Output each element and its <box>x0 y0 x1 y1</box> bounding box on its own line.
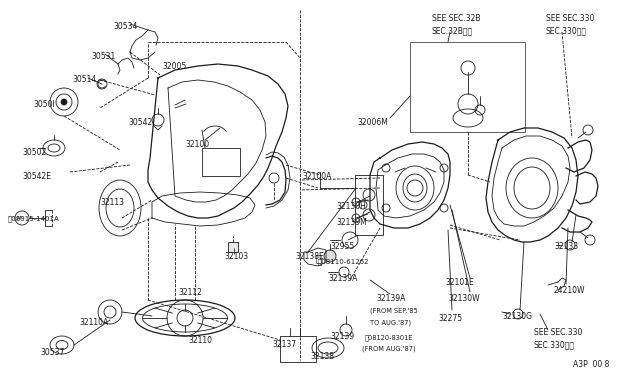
Text: (FROM AUG.'87): (FROM AUG.'87) <box>362 346 415 353</box>
Text: 3050l: 3050l <box>33 100 55 109</box>
Text: 32110A: 32110A <box>79 318 108 327</box>
Text: 32100: 32100 <box>185 140 209 149</box>
Text: ⒲: ⒲ <box>315 253 321 263</box>
Text: 32130W: 32130W <box>448 294 479 303</box>
Text: ⒲08120-8301E: ⒲08120-8301E <box>365 334 413 341</box>
Text: 30542: 30542 <box>128 118 152 127</box>
Text: A3P  00 8: A3P 00 8 <box>573 360 609 369</box>
Text: 24210W: 24210W <box>554 286 586 295</box>
Bar <box>202 148 240 176</box>
Text: SEE SEC.32B: SEE SEC.32B <box>432 14 481 23</box>
Text: 32101E: 32101E <box>445 278 474 287</box>
Text: SEE SEC.330: SEE SEC.330 <box>534 328 582 337</box>
Text: SEC.330参照: SEC.330参照 <box>534 340 575 349</box>
Text: 32138E: 32138E <box>295 252 324 261</box>
Bar <box>355 175 383 235</box>
Text: 32110: 32110 <box>188 336 212 345</box>
Text: 30531: 30531 <box>91 52 115 61</box>
Text: SEC.330参照: SEC.330参照 <box>546 26 587 35</box>
Text: ⒲08110-61262: ⒲08110-61262 <box>318 258 369 264</box>
Text: (FROM SEP.'85: (FROM SEP.'85 <box>370 308 418 314</box>
Text: 32006M: 32006M <box>357 118 388 127</box>
Text: 32112: 32112 <box>178 288 202 297</box>
Text: 32139A: 32139A <box>376 294 405 303</box>
Text: ⓜ08915-1401A: ⓜ08915-1401A <box>8 215 60 222</box>
Bar <box>410 42 525 132</box>
Text: 32275: 32275 <box>438 314 462 323</box>
Text: 32113: 32113 <box>100 198 124 207</box>
Text: SEE SEC.330: SEE SEC.330 <box>546 14 595 23</box>
Text: 32133: 32133 <box>554 242 578 251</box>
Text: 32130H: 32130H <box>336 202 366 211</box>
Text: 30534: 30534 <box>113 22 138 31</box>
Text: 32005: 32005 <box>162 62 186 71</box>
Text: 32100A: 32100A <box>302 172 332 181</box>
Text: 30542E: 30542E <box>22 172 51 181</box>
Text: 32138: 32138 <box>310 352 334 361</box>
Text: 30537: 30537 <box>40 348 65 357</box>
Text: 32130G: 32130G <box>502 312 532 321</box>
Text: 32139: 32139 <box>330 332 354 341</box>
Circle shape <box>324 250 336 262</box>
Text: 32139A: 32139A <box>328 274 357 283</box>
Text: 32137: 32137 <box>272 340 296 349</box>
Text: 32139M: 32139M <box>336 218 367 227</box>
Text: 30502: 30502 <box>22 148 46 157</box>
Bar <box>280 336 316 362</box>
Text: 32103: 32103 <box>224 252 248 261</box>
Bar <box>228 242 238 252</box>
Text: 32955: 32955 <box>330 242 355 251</box>
Text: 30514: 30514 <box>72 75 96 84</box>
Text: SEC.32B参照: SEC.32B参照 <box>432 26 473 35</box>
Text: M: M <box>17 215 21 221</box>
Circle shape <box>61 99 67 105</box>
Text: TO AUG.'87): TO AUG.'87) <box>370 320 411 327</box>
